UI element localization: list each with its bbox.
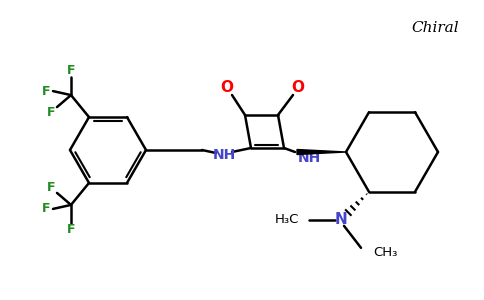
Text: N: N: [334, 212, 348, 227]
Text: F: F: [42, 202, 50, 215]
Text: F: F: [67, 64, 75, 76]
Text: Chiral: Chiral: [411, 21, 459, 35]
Text: O: O: [291, 80, 304, 94]
Text: O: O: [221, 80, 233, 94]
Text: F: F: [47, 182, 55, 194]
Polygon shape: [297, 149, 346, 154]
Text: H₃C: H₃C: [274, 213, 299, 226]
Text: F: F: [42, 85, 50, 98]
Text: NH: NH: [212, 148, 236, 162]
Text: CH₃: CH₃: [373, 246, 397, 259]
Text: F: F: [67, 224, 75, 236]
Text: NH: NH: [297, 151, 320, 165]
Text: F: F: [47, 106, 55, 118]
